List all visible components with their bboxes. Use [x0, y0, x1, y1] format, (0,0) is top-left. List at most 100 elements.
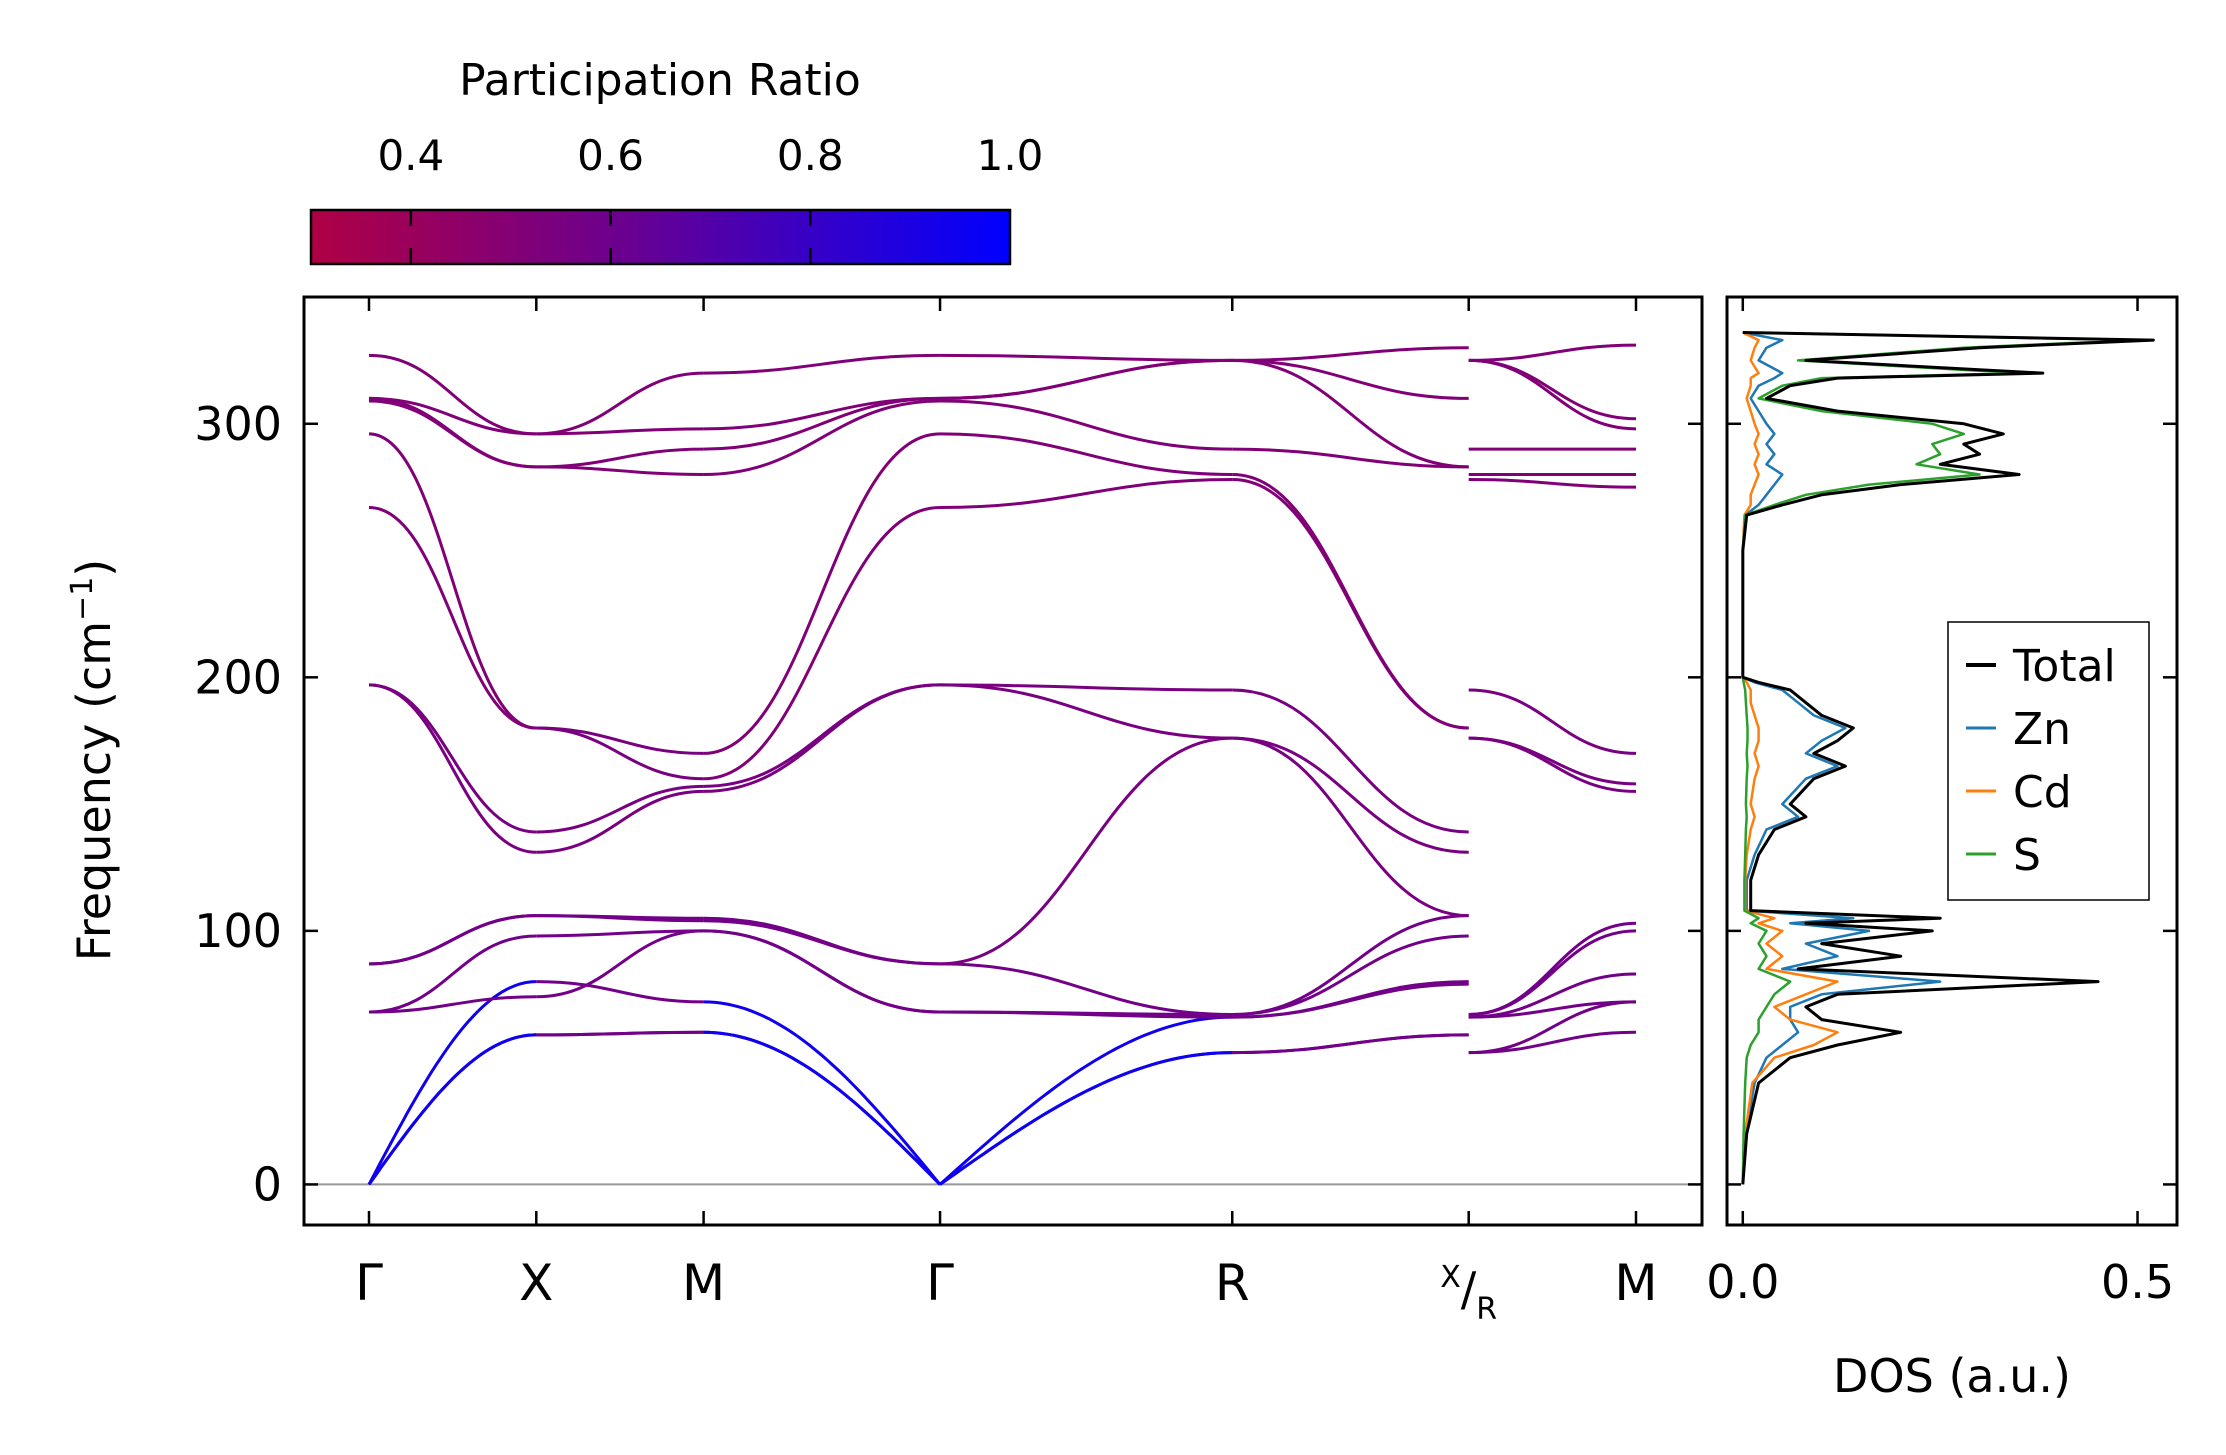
- band-line: [536, 371, 704, 436]
- band-line: [1468, 358, 1637, 421]
- band-line: [1232, 346, 1469, 362]
- band-line: [1468, 972, 1637, 1019]
- k-point-label: M: [682, 1254, 725, 1312]
- band-line: [1468, 478, 1637, 489]
- band-line: [940, 736, 1233, 966]
- band-line: [940, 353, 1233, 362]
- band-line: [940, 683, 1233, 740]
- dos-axes-frame: [1725, 295, 2179, 1227]
- k-point-label: X: [519, 1254, 553, 1312]
- y-tick-label: 0: [253, 1157, 282, 1211]
- band-line: [536, 465, 704, 476]
- band-axes-frame: [302, 295, 1704, 1227]
- band-line: [368, 353, 537, 436]
- band-line: [1232, 447, 1469, 469]
- band-line: [368, 914, 537, 966]
- colorbar-title: Participation Ratio: [459, 55, 861, 106]
- band-line: [1232, 980, 1469, 1019]
- band-line: [1232, 358, 1469, 400]
- colorbar: Participation Ratio 0.4 0.6 0.8 1.0: [309, 55, 1044, 266]
- k-point-label: Γ: [355, 1254, 383, 1312]
- band-line: [703, 683, 941, 788]
- band-line: [940, 1010, 1233, 1017]
- band-line: [368, 934, 537, 1014]
- y-tick-label: 100: [194, 904, 282, 958]
- band-line: [939, 1051, 1233, 1186]
- band-line: [367, 1033, 537, 1186]
- band-line: [367, 1033, 537, 1186]
- band-line: [536, 789, 704, 854]
- colorbar-tick-label: 0.4: [377, 131, 444, 180]
- band-line: [536, 1030, 704, 1037]
- band-line: [368, 683, 537, 834]
- band-line: [1468, 921, 1637, 1017]
- dos-x-axis-label: DOS (a.u.): [1833, 1349, 2071, 1403]
- band-line: [703, 396, 941, 451]
- band-line: [368, 432, 537, 730]
- band-line: [1232, 934, 1469, 1017]
- band-line: [536, 929, 704, 999]
- band-line: [940, 962, 1233, 1017]
- dos-line-zn: [1741, 331, 1942, 1185]
- band-line: [1468, 736, 1637, 786]
- legend-label: Zn: [2013, 704, 2071, 755]
- dos-panel: 0.0 0.5 DOS (a.u.) Total Zn Cd S: [1706, 295, 2179, 1403]
- k-point-label: M: [1614, 1254, 1657, 1312]
- band-line: [703, 1000, 942, 1186]
- band-line: [1468, 688, 1637, 755]
- band-line: [703, 929, 941, 1014]
- legend-label: S: [2013, 830, 2041, 881]
- band-line: [1468, 343, 1637, 362]
- band-line: [940, 478, 1233, 509]
- band-line: [940, 432, 1233, 476]
- band-line: [703, 432, 941, 755]
- dos-line-total: [1741, 331, 2155, 1185]
- band-line: [1468, 1000, 1637, 1055]
- band-line: [368, 505, 537, 730]
- dos-line-s: [1741, 331, 2139, 1185]
- band-line: [703, 683, 941, 793]
- band-line: [703, 399, 941, 476]
- band-line: [939, 1051, 1233, 1186]
- band-line: [940, 683, 1233, 692]
- band-line: [368, 396, 537, 436]
- band-line: [536, 929, 704, 938]
- band-line: [1468, 358, 1637, 431]
- legend-label: Cd: [2013, 767, 2072, 818]
- band-structure-panel: 0 100 200 300 Γ X M Γ R X/R M Frequency (cm−1): [65, 295, 1704, 1327]
- band-line: [1232, 358, 1469, 469]
- band-line: [536, 726, 704, 755]
- dos-x-tick-label: 0.0: [1706, 1255, 1779, 1309]
- band-line: [1232, 736, 1469, 918]
- band-line: [536, 914, 704, 923]
- k-point-label: Γ: [926, 1254, 954, 1312]
- legend-label: Total: [2012, 641, 2116, 692]
- band-line: [1232, 736, 1469, 854]
- band-line: [536, 447, 704, 469]
- y-tick-label: 300: [194, 397, 282, 451]
- band-line: [703, 1030, 942, 1186]
- k-point-label: X/R: [1440, 1260, 1497, 1327]
- dos-line-cd: [1741, 331, 1839, 1185]
- band-line: [536, 427, 704, 436]
- band-line: [536, 980, 704, 1004]
- colorbar-tick-label: 1.0: [977, 131, 1044, 180]
- k-point-label: R: [1215, 1254, 1250, 1312]
- colorbar-gradient: [309, 208, 1012, 266]
- y-tick-label: 200: [194, 650, 282, 704]
- band-line: [367, 980, 537, 1186]
- band-line: [536, 784, 704, 834]
- band-line: [703, 919, 941, 966]
- dos-x-tick-label: 0.5: [2101, 1255, 2174, 1309]
- band-line: [1232, 688, 1469, 834]
- band-line: [940, 358, 1233, 400]
- colorbar-tick-label: 0.8: [777, 131, 844, 180]
- band-line: [703, 353, 941, 375]
- colorbar-tick-label: 0.6: [577, 131, 644, 180]
- band-line: [703, 505, 941, 781]
- band-line: [940, 399, 1233, 451]
- band-line: [1232, 472, 1469, 730]
- dos-legend: Total Zn Cd S: [1947, 621, 2150, 901]
- band-line: [939, 1015, 1233, 1186]
